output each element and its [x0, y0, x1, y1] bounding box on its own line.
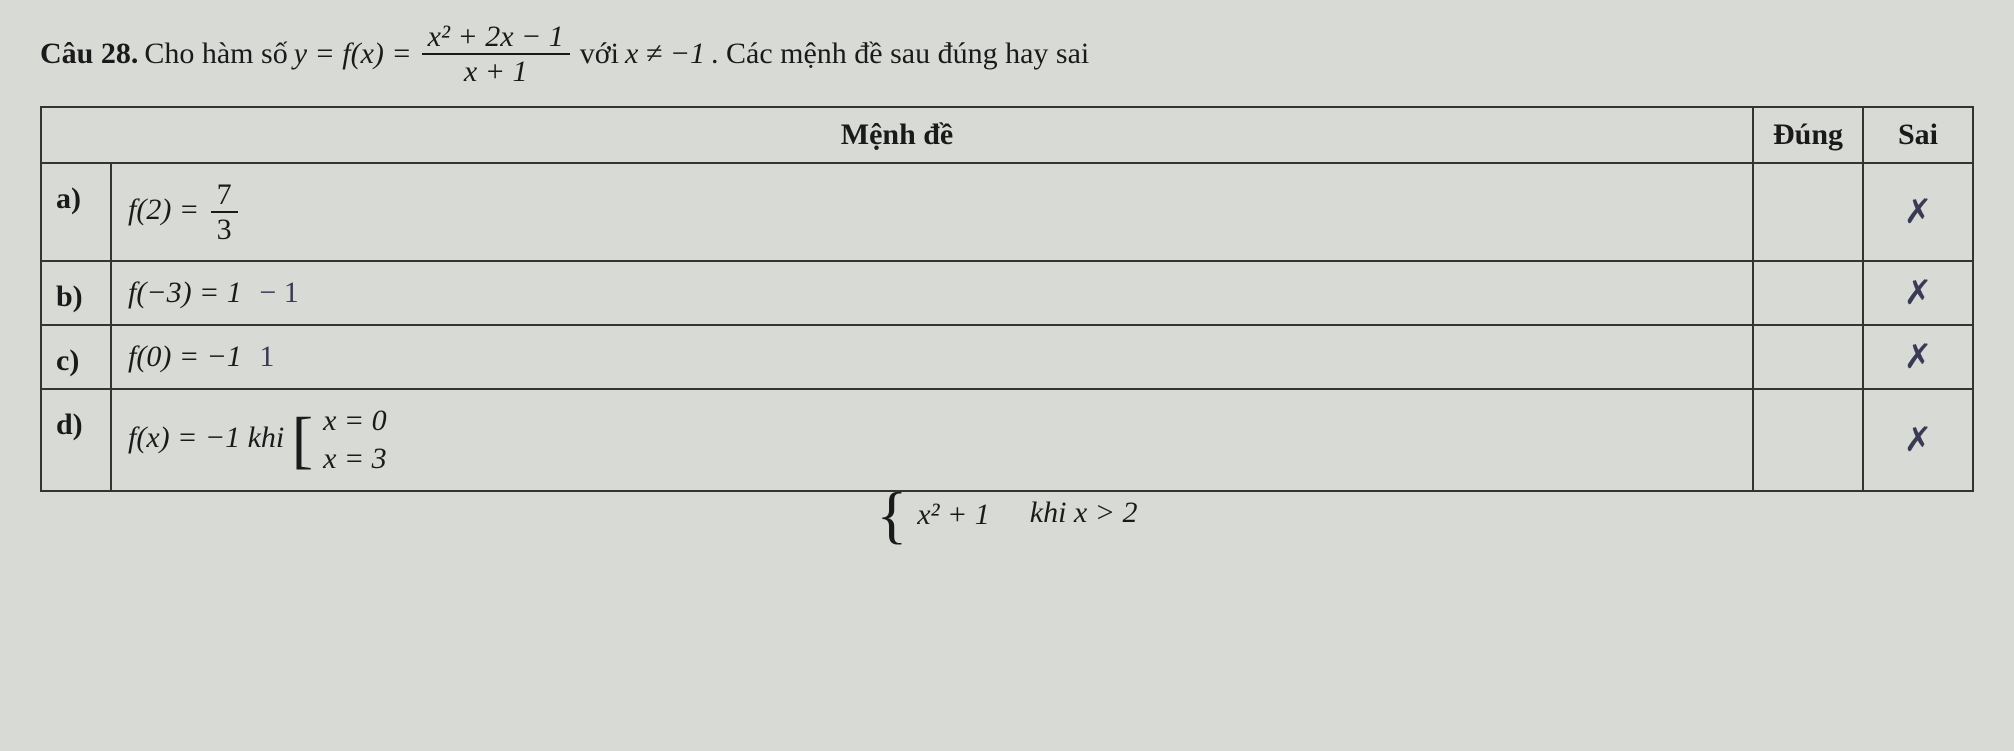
row-b-content: f(−3) = 1 [128, 276, 242, 309]
header-fraction: x² + 2x − 1 x + 1 [422, 20, 570, 88]
row-content: f(0) = −1 1 [111, 325, 1753, 389]
question-label: Câu 28. [40, 37, 138, 71]
dung-cell [1753, 389, 1863, 491]
row-content: f(−3) = 1 − 1 [111, 261, 1753, 325]
bottom-fragment: { x² + 1 khi x > 2 [40, 496, 1974, 534]
row-a-lhs: f(2) = [128, 193, 199, 226]
left-brace-icon: { [877, 496, 908, 534]
row-label: c) [41, 325, 111, 389]
row-content: f(x) = −1 khi [ x = 0 x = 3 [111, 389, 1753, 491]
fraction-denominator: x + 1 [458, 55, 534, 88]
table-row: c) f(0) = −1 1 ✗ [41, 325, 1973, 389]
bottom-khi: khi x > 2 [1030, 496, 1138, 534]
question-pretext: Cho hàm số [144, 37, 287, 71]
row-label: b) [41, 261, 111, 325]
fraction-numerator: x² + 2x − 1 [422, 20, 570, 55]
func-lhs: y = f(x) = [294, 37, 412, 71]
row-a-num: 7 [211, 178, 238, 213]
left-bracket-icon: [ [292, 421, 313, 459]
sai-cell: ✗ [1863, 325, 1973, 389]
dung-cell [1753, 163, 1863, 261]
header-sai: Sai [1863, 107, 1973, 163]
row-content: f(2) = 7 3 [111, 163, 1753, 261]
sai-cell: ✗ [1863, 163, 1973, 261]
statements-table: Mệnh đề Đúng Sai a) f(2) = 7 3 ✗ b) f(−3… [40, 106, 1974, 492]
row-b-handwriting: − 1 [259, 276, 298, 309]
brace-top: x = 0 [323, 404, 387, 438]
post-text: . Các mệnh đề sau đúng hay sai [711, 37, 1089, 71]
row-label: d) [41, 389, 111, 491]
bottom-expr: x² + 1 [917, 498, 990, 532]
table-row: d) f(x) = −1 khi [ x = 0 x = 3 ✗ [41, 389, 1973, 491]
row-a-den: 3 [211, 213, 238, 246]
condition: x ≠ −1 [625, 37, 705, 71]
table-row: b) f(−3) = 1 − 1 ✗ [41, 261, 1973, 325]
dung-cell [1753, 261, 1863, 325]
sai-cell: ✗ [1863, 389, 1973, 491]
header-menh: Mệnh đề [41, 107, 1753, 163]
row-c-handwriting: 1 [259, 340, 274, 373]
table-row: a) f(2) = 7 3 ✗ [41, 163, 1973, 261]
brace-bot: x = 3 [323, 442, 387, 476]
header-dung: Đúng [1753, 107, 1863, 163]
row-d-pre: f(x) = −1 khi [128, 421, 284, 454]
dung-cell [1753, 325, 1863, 389]
row-a-fraction: 7 3 [211, 178, 238, 246]
row-d-brace-block: [ x = 0 x = 3 [292, 404, 387, 476]
question-header: Câu 28. Cho hàm số y = f(x) = x² + 2x − … [40, 20, 1974, 88]
with-text: với [580, 37, 619, 71]
row-c-content: f(0) = −1 [128, 340, 242, 373]
sai-cell: ✗ [1863, 261, 1973, 325]
row-label: a) [41, 163, 111, 261]
